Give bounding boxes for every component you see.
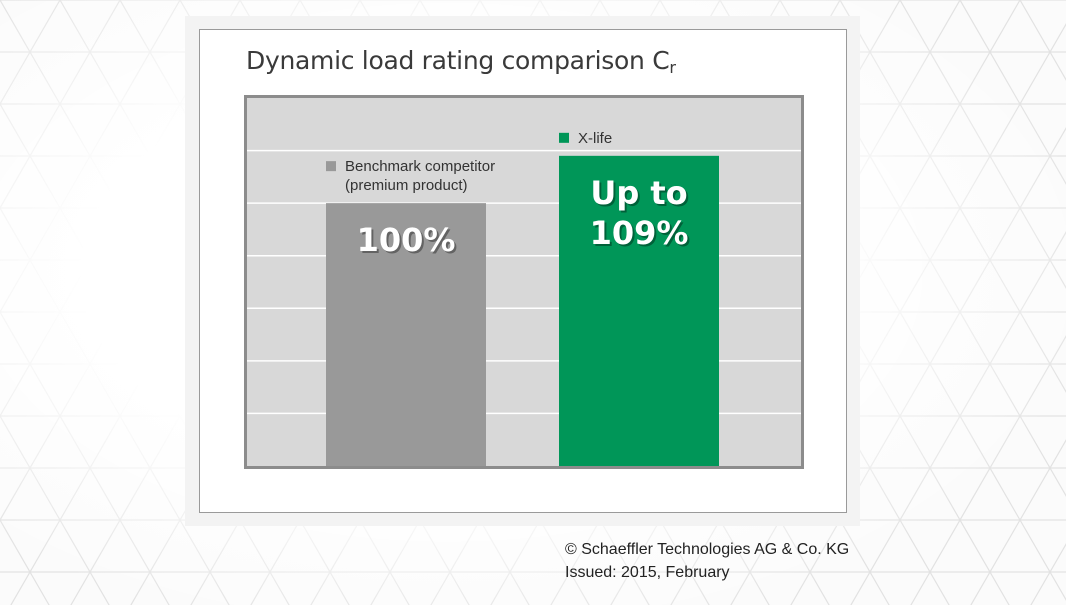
plot-area: Benchmark competitor (premium product) 100… xyxy=(244,95,804,469)
data-label-shadow-x-life: Up to xyxy=(592,176,689,214)
data-label-x-life: 109% xyxy=(590,214,689,252)
chart-title: Dynamic load rating comparison Cr xyxy=(246,46,676,77)
data-label-shadow-x-life: 109% xyxy=(592,216,691,254)
legend-label-benchmark-competitor: Benchmark competitor xyxy=(345,158,495,175)
legend-marker-x-life xyxy=(559,132,569,143)
copyright-text: © Schaeffler Technologies AG & Co. KG xyxy=(565,541,850,558)
bar-benchmark-competitor xyxy=(326,203,486,466)
data-label-benchmark-competitor: 100% xyxy=(357,221,456,259)
legend-label-benchmark-competitor: (premium product) xyxy=(345,177,468,194)
bars: Benchmark competitor (premium product) 100… xyxy=(326,130,719,467)
chart-title-subscript: r xyxy=(669,58,676,77)
bar-x-life xyxy=(559,155,719,467)
footer: © Schaeffler Technologies AG & Co. KG Is… xyxy=(565,538,849,584)
issued-date-text: Issued: 2015, February xyxy=(565,564,730,581)
legend-label-x-life: X-life xyxy=(578,130,612,147)
data-label-shadow-benchmark-competitor: 100% xyxy=(359,223,458,261)
plot-border xyxy=(244,95,804,469)
data-label-x-life: Up to xyxy=(590,174,687,212)
legend-marker-benchmark-competitor xyxy=(326,161,336,172)
